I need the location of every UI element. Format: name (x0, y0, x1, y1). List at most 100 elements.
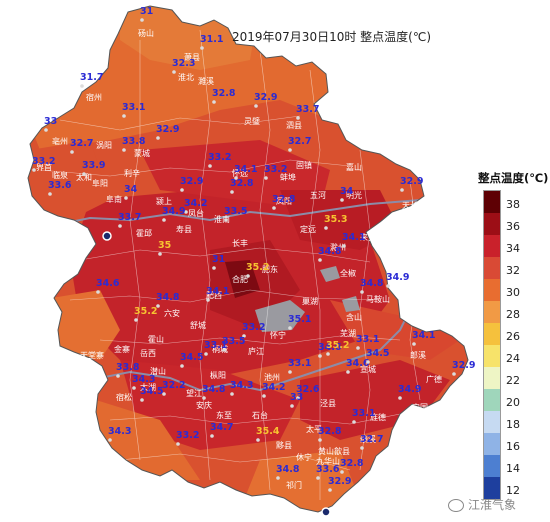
station-dot (116, 374, 120, 378)
station-dot (360, 290, 364, 294)
legend-swatch (484, 235, 500, 257)
station-value-label: 34.2 (262, 382, 285, 393)
place-name-label: 黟县 (276, 440, 292, 450)
station-dot (156, 304, 160, 308)
province-fill (28, 6, 468, 512)
place-name-label: 太平 (306, 424, 322, 434)
station-value-label: 34 (340, 186, 354, 197)
legend-tick: 38 (506, 198, 520, 211)
legend-tick: 28 (506, 308, 520, 321)
station-dot (412, 342, 416, 346)
station-value-label: 32.8 (212, 88, 236, 99)
station-marker-south (321, 507, 331, 517)
station-dot (318, 258, 322, 262)
station-value-label: 35.4 (256, 426, 280, 437)
station-value-label: 34.8 (318, 246, 342, 257)
legend-swatch (484, 191, 500, 213)
place-name-label: 枞阳 (210, 370, 226, 380)
legend-tick: 12 (506, 484, 520, 497)
legend-tick: 30 (506, 286, 520, 299)
station-dot (254, 104, 258, 108)
station-dot (340, 198, 344, 202)
place-name-label: 九华山 (316, 456, 340, 466)
place-name-label: 砀山 (138, 28, 154, 38)
place-name-label: 滁州 (330, 242, 346, 252)
legend-swatch (484, 301, 500, 323)
station-value-label: 32.6 (296, 384, 320, 395)
station-value-label: 34.1 (342, 232, 365, 243)
place-name-label: 萧县 (184, 52, 200, 62)
place-name-label: 怀远 (232, 168, 248, 178)
station-value-label: 34.5 (180, 352, 203, 363)
place-name-label: 淮北 (178, 72, 194, 82)
station-dot (256, 438, 260, 442)
place-name-label: 望江 (186, 388, 202, 398)
station-dot (352, 420, 356, 424)
watermark-text: 江淮气象 (468, 498, 517, 512)
legend-tick: 18 (506, 418, 520, 431)
station-value-label: 32.7 (360, 434, 383, 445)
place-name-label: 怀宁 (270, 330, 286, 340)
station-value-label: 33.8 (122, 136, 146, 147)
station-dot (132, 386, 136, 390)
place-name-label: 金寨 (114, 344, 130, 354)
station-dot (326, 352, 330, 356)
place-name-label: 定远 (300, 224, 316, 234)
place-name-label: 安庆 (196, 400, 212, 410)
station-dot (318, 354, 322, 358)
station-value-label: 34.3 (230, 380, 253, 391)
place-name-label: 利辛 (124, 168, 140, 178)
place-name-label: 嘉山 (346, 162, 362, 172)
station-dot (212, 266, 216, 270)
station-dot (386, 284, 390, 288)
station-dot (122, 114, 126, 118)
place-name-label: 蒙城 (134, 148, 150, 158)
place-name-label: 巢湖 (302, 296, 318, 306)
station-value-label: 34.3 (132, 374, 155, 385)
station-marker-west (102, 231, 112, 241)
place-name-label: 全椒 (340, 268, 356, 278)
legend-tick: 34 (506, 242, 520, 255)
place-name-label: 郎溪 (410, 350, 426, 360)
place-name-label: 歙县 (334, 446, 350, 456)
station-value-label: 32.9 (180, 176, 203, 187)
place-name-label: 凤阳 (276, 197, 292, 206)
place-name-label: 肥西 (206, 291, 222, 300)
station-value-label: 32.8 (272, 194, 296, 205)
station-value-label: 34.5 (140, 386, 163, 397)
station-dot (296, 396, 300, 400)
station-value-label: 34.1 (206, 286, 229, 297)
place-name-label: 明光 (346, 190, 362, 200)
station-dot (262, 394, 266, 398)
station-value-label: 32.3 (172, 58, 195, 69)
legend-tick: 16 (506, 440, 520, 453)
station-value-label: 33.2 (208, 152, 231, 163)
legend-color-bar (483, 190, 501, 500)
station-dot (222, 348, 226, 352)
station-dot (96, 290, 100, 294)
station-value-label: 35 (158, 240, 171, 251)
place-name-label: 泾县 (320, 399, 336, 408)
place-name-label: 霍山 (148, 334, 164, 344)
place-name-label: 濉溪 (198, 76, 214, 86)
legend-tick: 26 (506, 330, 520, 343)
station-dot (140, 398, 144, 402)
station-dot (398, 396, 402, 400)
station-dot (234, 176, 238, 180)
station-dot (452, 372, 456, 376)
station-value-label: 34.5 (366, 348, 389, 359)
legend-swatch (484, 455, 500, 477)
station-dot (288, 370, 292, 374)
rivers (39, 199, 421, 392)
station-value-label: 35.3 (324, 214, 347, 225)
station-value-label: 33.1 (288, 358, 311, 369)
legend-tick: 24 (506, 352, 520, 365)
station-value-label: 33.6 (316, 464, 340, 475)
station-dot (82, 172, 86, 176)
station-dot (400, 188, 404, 192)
station-dot (156, 136, 160, 140)
station-value-label: 34.7 (210, 422, 233, 433)
station-dot (290, 404, 294, 408)
station-dot (264, 176, 268, 180)
